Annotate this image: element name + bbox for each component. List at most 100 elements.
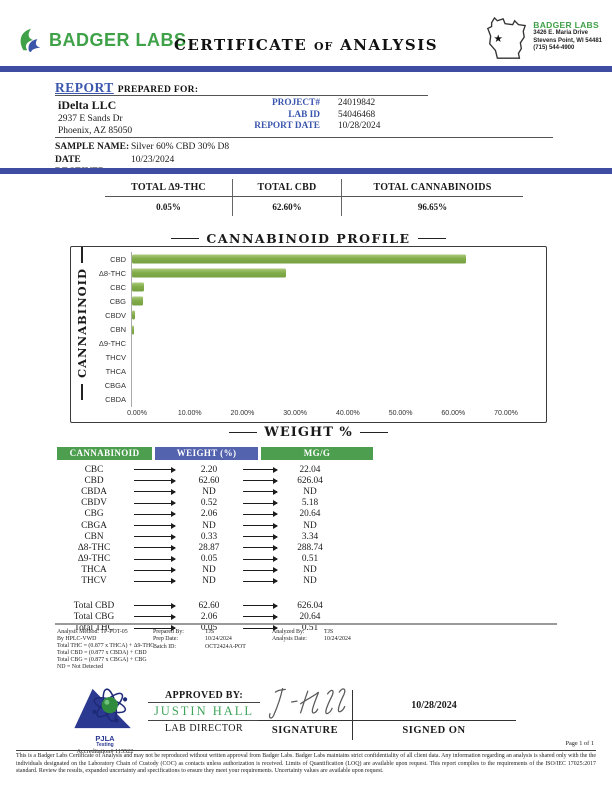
analyte-weight: 0.05	[200, 554, 218, 565]
analyte-mgg: 22.04	[299, 464, 321, 475]
analyte-name: THCA	[81, 565, 107, 576]
client-name: iDelta LLC	[58, 98, 117, 112]
chart-category-label: CBD	[110, 254, 126, 264]
chart-x-tick: 20.00%	[230, 410, 255, 417]
analyte-mgg: ND	[303, 486, 317, 497]
project-value: 24019842	[338, 98, 376, 108]
analyte-name: Total THC	[74, 623, 114, 634]
chart-bar	[132, 282, 144, 292]
total-cbd-header: TOTAL CBD	[232, 179, 342, 197]
arrow-icon	[134, 567, 176, 574]
arrow-icon	[243, 602, 278, 609]
chart-row: CBN	[97, 322, 546, 337]
chart-bar	[132, 310, 135, 320]
results-table-totals: Total CBD 62.60 626.04 Total CBG 2.06 20.64 To…	[57, 600, 373, 634]
cannabinoid-profile-chart: CANNABINOID PROFILE CANNABINOID CBD Δ8-TH…	[70, 231, 547, 441]
footnote-label: Analysis Date:	[272, 636, 307, 643]
chart-x-tick: 60.00%	[441, 410, 466, 417]
table-row: THCA ND ND	[57, 565, 373, 576]
date-received-label: DATE RECEIVED:	[55, 154, 108, 178]
chart-category-label: Δ8-THC	[98, 268, 126, 278]
report-meta: PROJECT# 24019842 LAB ID 54046468 REPORT…	[205, 98, 535, 133]
labid-value: 54046468	[338, 109, 376, 120]
results-table-body: CBC 2.20 22.04 CBD 62.60 626.04 CBDA ND ND CBDV 0.…	[57, 464, 373, 587]
chart-row: THCV	[97, 350, 546, 365]
analyte-weight: ND	[202, 486, 216, 497]
table-row: CBG 2.06 20.64	[57, 509, 373, 520]
table-row: Δ9-THC 0.05 0.51	[57, 554, 373, 565]
analyte-mgg: ND	[303, 576, 317, 587]
analyte-name: Δ9-THC	[77, 554, 111, 565]
arrow-icon	[243, 544, 278, 551]
analyte-weight: ND	[202, 576, 216, 587]
footnote-row: Batch ID: OCT2424A-POT	[153, 644, 265, 651]
arrow-icon	[243, 466, 278, 473]
chart-y-axis-label: CANNABINOID	[75, 247, 89, 400]
table-row: CBDA ND ND	[57, 486, 373, 497]
analyte-mgg: 288.74	[297, 542, 323, 553]
footnote-label: Batch ID:	[153, 643, 177, 650]
table-row: Total CBD 62.60 626.04	[57, 600, 373, 611]
arrow-icon	[243, 500, 278, 507]
title-rule-right	[417, 237, 446, 240]
analyte-mgg: 626.04	[297, 600, 323, 611]
table-row: CBD 62.60 626.04	[57, 475, 373, 486]
analyte-mgg: 20.64	[299, 611, 321, 622]
analyte-weight: 2.20	[200, 464, 218, 475]
wisconsin-map-icon: ★	[487, 16, 527, 59]
page-number: Page 1 of 1	[565, 740, 594, 747]
chart-row: CBDV	[97, 308, 546, 323]
analyte-name: THCV	[81, 576, 107, 587]
total-d9thc-header: TOTAL Δ9-THC	[105, 179, 232, 197]
method-notes: Analysis Method: TP-POT-05 By HPLC-VWD Tot…	[57, 629, 187, 672]
total-cannabinoids-value: 96.65%	[417, 202, 448, 212]
table-row: THCV ND ND	[57, 576, 373, 587]
analyte-weight: ND	[202, 520, 216, 531]
chart-row: CBGA	[97, 378, 546, 393]
header-brand: BADGER LABS	[16, 26, 187, 54]
chart-x-tick: 10.00%	[177, 410, 202, 417]
chart-x-axis-label: WEIGHT %	[264, 425, 353, 440]
lab-address-line1: 3426 E. Maria Drive	[533, 30, 588, 36]
analyte-weight: 0.33	[200, 531, 218, 542]
chart-x-tick: 40.00%	[335, 410, 360, 417]
lab-address-line2: Stevens Point, WI 54481	[533, 37, 602, 44]
chart-bar	[132, 296, 143, 306]
signature-divider	[352, 690, 354, 740]
chart-category-label: CBDA	[105, 395, 126, 405]
results-table: CANNABINOID WEIGHT (%) MG/G CBC 2.20 22.04…	[57, 447, 373, 634]
client-address2: Phoenix, AZ 85050	[58, 126, 133, 136]
footnote-label: Analyzed By:	[272, 629, 305, 635]
chart-category-label: CBG	[109, 296, 126, 306]
approved-by-block: APPROVED BY: JUSTIN HALL LAB DIRECTOR	[148, 690, 260, 734]
footnote-value: TJS	[205, 629, 215, 635]
analyte-name: CBN	[84, 531, 104, 542]
signature-line	[258, 720, 516, 722]
footnote-label: Prep Date:	[153, 636, 179, 643]
chart-x-tick: 30.00%	[283, 410, 308, 417]
lab-name: BADGER LABS	[533, 20, 599, 30]
total-cbd-value: 62.60%	[232, 197, 342, 216]
ylabel-rule-top	[81, 247, 83, 264]
divider-bar-middle	[0, 168, 612, 174]
chart-category-label: CBC	[110, 282, 126, 292]
chart-category-label: CBDV	[105, 310, 126, 320]
chart-bar-track	[131, 336, 506, 351]
arrow-icon	[134, 500, 176, 507]
arrow-icon	[134, 533, 176, 540]
signed-on-date: 10/28/2024	[411, 700, 457, 711]
client-address1: 2937 E Sands Dr	[58, 114, 123, 124]
method-note-line: ND = Not Detected	[57, 664, 104, 671]
analyte-name: Total CBD	[73, 600, 115, 611]
arrow-icon	[243, 556, 278, 563]
pjla-accreditation: PJLA Testing Accreditation# 115522	[60, 686, 150, 756]
signature-block: SIGNATURE 10/28/2024 SIGNED ON	[258, 684, 516, 744]
page-title: CERTIFICATE of ANALYSIS	[173, 36, 439, 54]
analyte-weight: 0.05	[200, 623, 218, 634]
analyte-mgg: 3.34	[301, 531, 319, 542]
analyte-name: CBG	[84, 509, 104, 520]
arrow-icon	[134, 522, 176, 529]
chart-title-row: CANNABINOID PROFILE	[70, 231, 547, 246]
analyte-name: Total CBG	[73, 611, 115, 622]
